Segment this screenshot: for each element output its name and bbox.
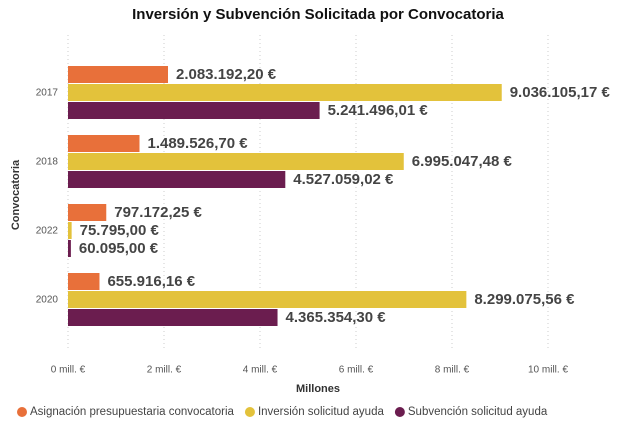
data-label: 8.299.075,56 € [474,291,575,308]
bar [68,153,404,170]
data-label: 5.241.496,01 € [328,102,429,119]
y-tick-label: 2022 [36,226,59,237]
y-axis-label: Convocatoria [10,159,22,230]
bar [68,204,107,221]
bar [68,222,72,239]
bar [68,291,467,308]
data-label: 4.527.059,02 € [293,171,394,188]
legend-marker [394,407,405,417]
legend-marker [244,407,255,417]
x-tick-label: 2 mill. € [147,365,182,376]
data-label: 4.365.354,30 € [286,309,387,326]
bar [68,102,320,119]
bar [68,135,140,152]
x-tick-label: 0 mill. € [51,365,86,376]
data-label: 60.095,00 € [79,240,159,257]
chart-title: Inversión y Subvención Solicitada por Co… [132,6,504,23]
x-tick-label: 6 mill. € [339,365,374,376]
bar [68,66,168,83]
y-tick-label: 2020 [36,295,59,306]
y-tick-label: 2017 [36,88,59,99]
data-label: 9.036.105,17 € [510,84,611,101]
data-label: 6.995.047,48 € [412,153,513,170]
bar [68,84,502,101]
data-label: 797.172,25 € [114,204,202,221]
legend-label: Asignación presupuestaria convocatoria [30,406,235,418]
y-tick-label: 2018 [36,157,59,168]
legend-label: Inversión solicitud ayuda [258,406,385,418]
bar [68,240,71,257]
data-label: 75.795,00 € [80,222,160,239]
bar [68,273,100,290]
legend-label: Subvención solicitud ayuda [408,406,548,418]
x-axis-label: Millones [296,383,340,395]
x-tick-label: 10 mill. € [528,365,568,376]
x-tick-label: 8 mill. € [435,365,470,376]
data-label: 2.083.192,20 € [176,66,277,83]
data-label: 1.489.526,70 € [147,135,248,152]
data-label: 655.916,16 € [107,273,195,290]
x-tick-label: 4 mill. € [243,365,278,376]
bar [68,309,278,326]
legend-marker [17,407,27,417]
bar [68,171,286,188]
